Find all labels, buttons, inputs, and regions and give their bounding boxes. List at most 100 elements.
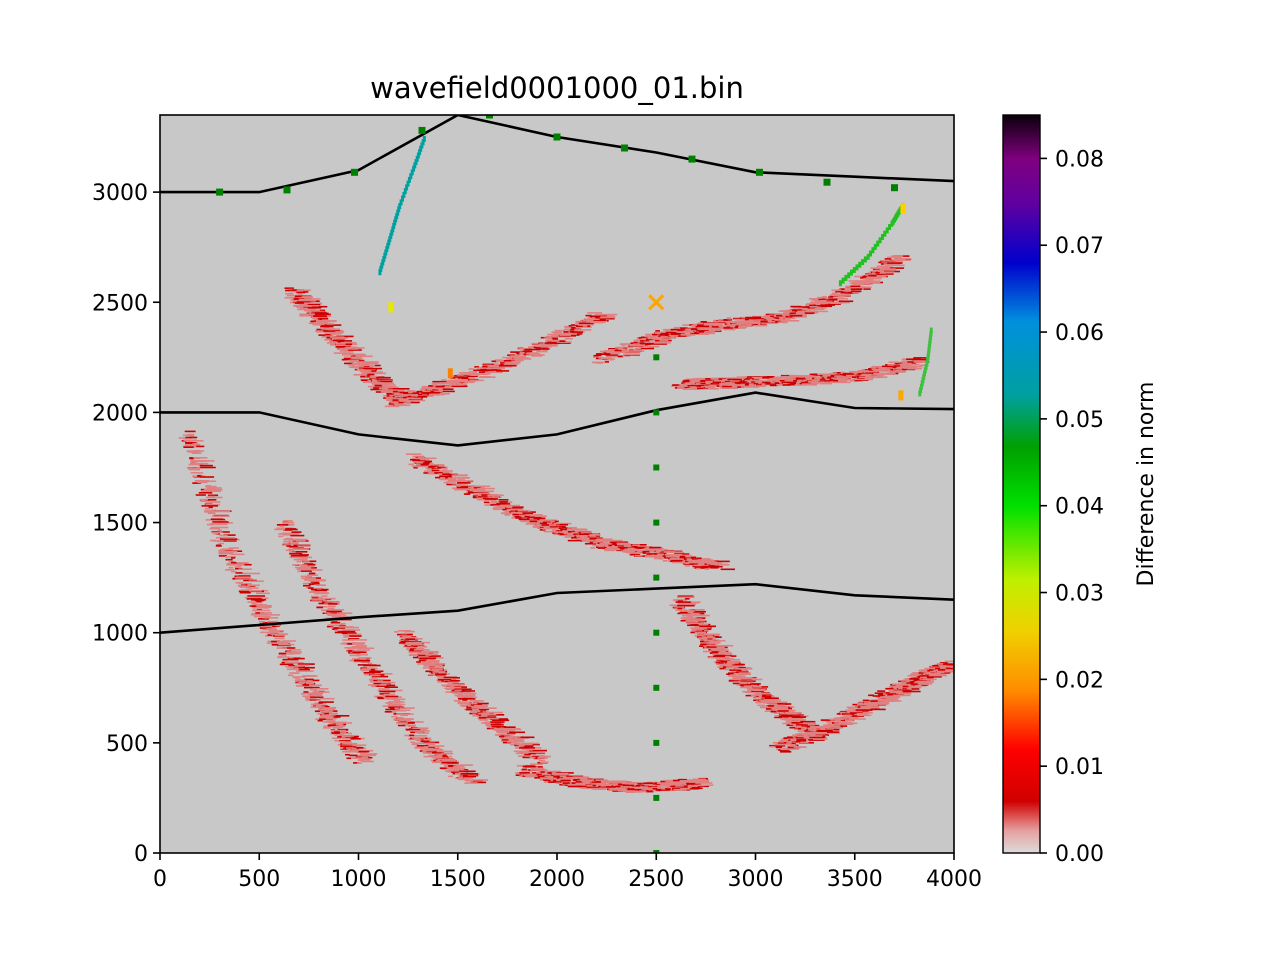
anomaly-mark (727, 384, 742, 386)
anomaly-mark (532, 525, 537, 528)
anomaly-mark (695, 383, 701, 385)
anomaly-mark (454, 691, 463, 693)
anomaly-mark (895, 260, 901, 262)
anomaly-mark (880, 271, 895, 273)
anomaly-mark (319, 697, 335, 700)
anomaly-mark (335, 331, 345, 333)
anomaly-mark (526, 748, 533, 751)
anomaly-mark (499, 733, 515, 736)
anomaly-mark (625, 551, 640, 554)
anomaly-mark (585, 783, 594, 785)
anomaly-mark (288, 539, 295, 541)
anomaly-mark (475, 710, 487, 712)
anomaly-mark (240, 575, 248, 578)
anomaly-mark (870, 700, 884, 702)
anomaly-mark (524, 348, 532, 351)
anomaly-mark (385, 390, 395, 393)
anomaly-mark (297, 663, 315, 665)
anomaly-mark (212, 521, 229, 523)
anomaly-mark (684, 617, 697, 619)
anomaly-mark (317, 713, 325, 715)
anomaly-mark (457, 696, 465, 698)
anomaly-mark (564, 325, 573, 328)
anomaly-mark (634, 343, 641, 345)
anomaly-mark (569, 777, 576, 779)
anomaly-mark (552, 344, 558, 346)
anomaly-mark (485, 498, 498, 500)
anomaly-mark (918, 681, 934, 683)
anomaly-mark (715, 320, 732, 323)
anomaly-mark (405, 401, 411, 403)
anomaly-mark (282, 523, 289, 525)
anomaly-mark (699, 645, 706, 647)
anomaly-mark (674, 554, 690, 557)
anomaly-mark (484, 713, 497, 716)
anomaly-mark (350, 738, 361, 740)
anomaly-mark (442, 388, 454, 390)
anomaly-mark (546, 520, 555, 523)
anomaly-mark (369, 375, 377, 378)
anomaly-mark (818, 301, 829, 303)
anomaly-mark (412, 742, 423, 745)
anomaly-mark (780, 374, 790, 377)
anomaly-mark (586, 785, 593, 787)
anomaly-mark (314, 318, 320, 321)
anomaly-mark (414, 465, 430, 468)
anomaly-mark (709, 566, 719, 569)
anomaly-mark (862, 708, 874, 710)
anomaly-mark (416, 647, 425, 650)
anomaly-mark (520, 520, 537, 523)
anomaly-mark (677, 600, 683, 602)
anomaly-mark (806, 382, 811, 384)
anomaly-mark (428, 674, 441, 676)
anomaly-mark (238, 568, 252, 570)
anomaly-mark (918, 683, 933, 685)
anomaly-mark (258, 618, 270, 620)
anomaly-mark (592, 541, 598, 544)
anomaly-mark (940, 662, 948, 664)
anomaly-mark (334, 629, 341, 632)
anomaly-mark (283, 544, 299, 546)
anomaly-mark (341, 736, 352, 738)
anomaly-mark (846, 706, 854, 709)
anomaly-mark (747, 690, 755, 693)
anomaly-mark (754, 696, 764, 699)
anomaly-mark (617, 355, 623, 358)
anomaly-mark (311, 703, 319, 706)
anomaly-mark (777, 707, 783, 710)
anomaly-mark (274, 528, 285, 531)
anomaly-mark (308, 572, 316, 575)
anomaly-mark (371, 378, 378, 381)
anomaly-mark (845, 714, 853, 717)
anomaly-mark (278, 643, 295, 646)
anomaly-mark (492, 367, 505, 370)
anomaly-mark (536, 773, 547, 776)
anomaly-mark (333, 352, 341, 354)
anomaly-mark (347, 643, 353, 645)
anomaly-mark (300, 575, 313, 578)
anomaly-mark (749, 379, 760, 381)
anomaly-mark (733, 678, 743, 681)
anomaly-mark (551, 773, 564, 775)
anomaly-mark (517, 509, 528, 512)
anomaly-mark (499, 501, 508, 503)
anomaly-mark (719, 667, 726, 670)
anomaly-mark (563, 781, 571, 783)
anomaly-mark (620, 343, 630, 345)
anomaly-mark (378, 684, 387, 686)
anomaly-mark (831, 372, 841, 375)
anomaly-mark (500, 505, 513, 507)
anomaly-mark (655, 336, 663, 339)
anomaly-mark (422, 752, 434, 754)
anomaly-mark (418, 457, 425, 459)
anomaly-mark (621, 550, 630, 553)
anomaly-mark (352, 658, 366, 660)
anomaly-mark (450, 685, 459, 687)
anomaly-mark (436, 750, 453, 753)
anomaly-mark (292, 676, 306, 678)
anomaly-mark (289, 672, 300, 674)
anomaly-mark (837, 375, 853, 378)
anomaly-mark (205, 501, 213, 503)
anomaly-mark (487, 496, 500, 498)
anomaly-mark (904, 678, 914, 680)
